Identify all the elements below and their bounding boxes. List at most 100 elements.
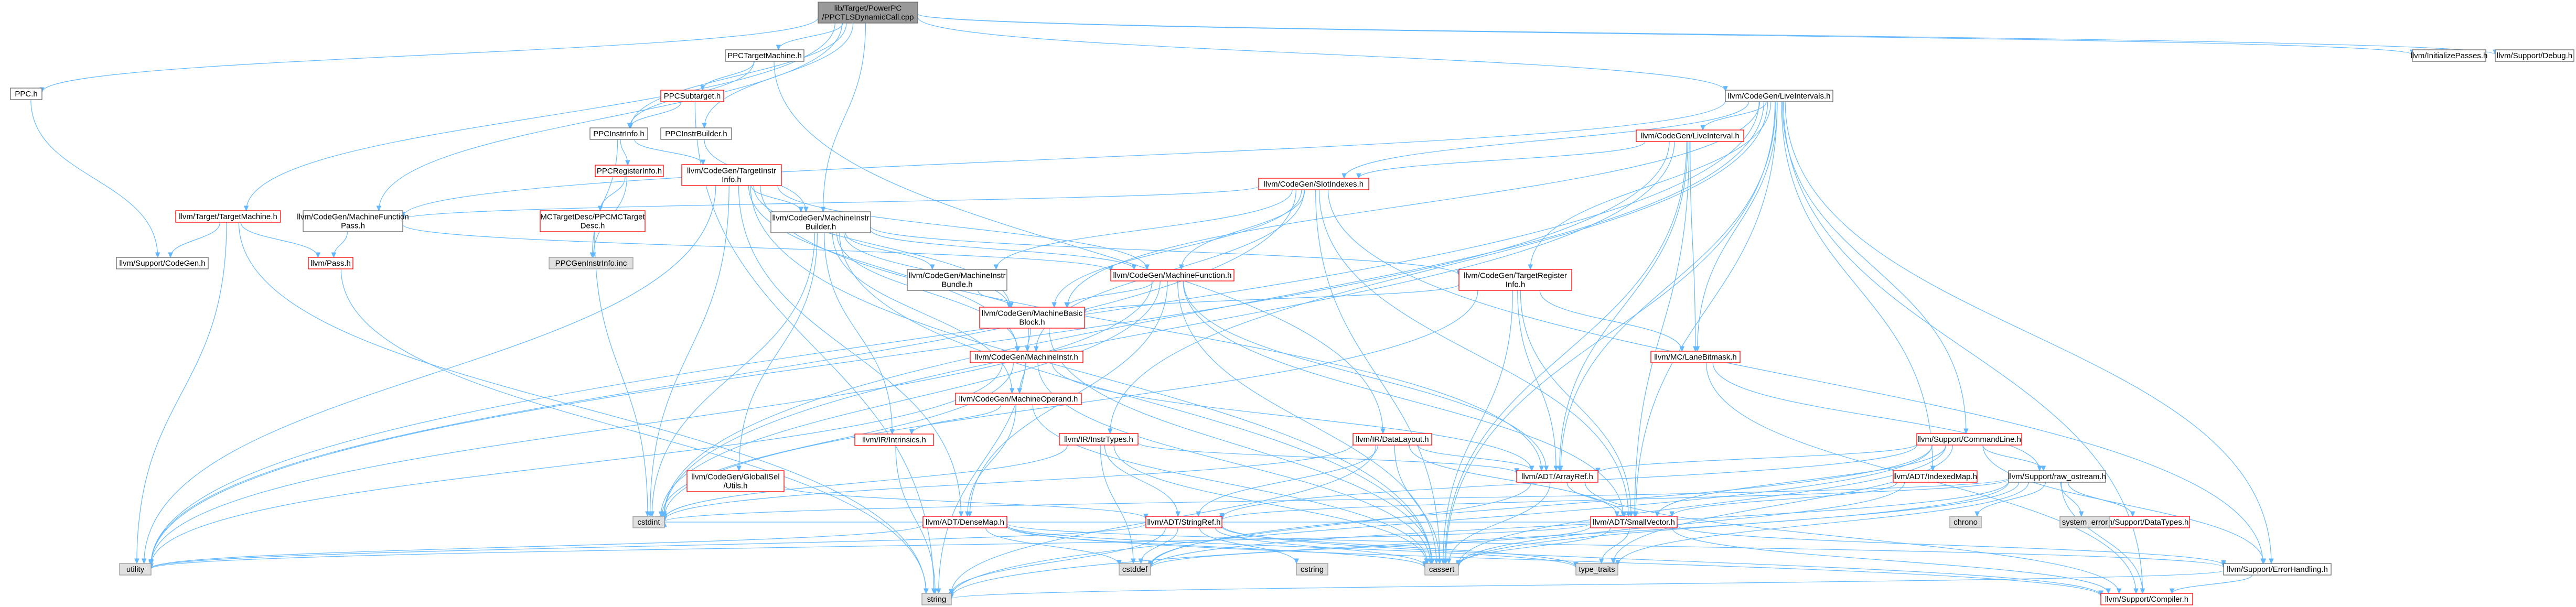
dependency-nodes: lib/Target/PowerPC/PPCTLSDynamicCall.cpp…: [10, 2, 2574, 605]
node-datatypes[interactable]: llvm/Support/DataTypes.h: [2097, 516, 2190, 528]
edge-arrowhead-liveintervals-to-commandline: [1963, 428, 1969, 435]
edge-liveintervals-to-mfpass: [402, 100, 1726, 217]
edge-targetinstrinfo-to-minstr: [748, 185, 1018, 352]
node-densemap[interactable]: llvm/ADT/DenseMap.h: [922, 516, 1007, 528]
node-instrtypes[interactable]: llvm/IR/InstrTypes.h: [1059, 433, 1139, 446]
node-ppcinstrinfo[interactable]: PPCInstrInfo.h: [589, 127, 648, 140]
edge-raw_ostream-to-type_traits: [1617, 482, 2029, 565]
node-commandline[interactable]: llvm/Support/CommandLine.h: [1916, 433, 2022, 446]
node-label: Info.h: [722, 176, 742, 185]
node-minstr[interactable]: llvm/CodeGen/MachineInstr.h: [970, 351, 1083, 363]
node-ppctargetmachine[interactable]: PPCTargetMachine.h: [725, 49, 804, 62]
edge-arrowhead-ppc_h-to-codegen_h: [155, 252, 160, 258]
edge-datalayout-to-cstdint: [664, 443, 1354, 521]
node-raw_ostream[interactable]: llvm/Support/raw_ostream.h: [2008, 470, 2106, 483]
edge-liveinterval-to-smallvector: [1634, 141, 1690, 517]
edge-liveintervals-to-lanebitmask: [1697, 101, 1778, 352]
node-arrayref[interactable]: llvm/ADT/ArrayRef.h: [1516, 470, 1598, 483]
edge-liveinterval-to-arrayref: [1559, 141, 1688, 471]
edge-arrowhead-targetinstrinfo-to-utility: [141, 558, 147, 565]
edge-arrowhead-mbb-to-string: [936, 588, 941, 594]
edge-arrowhead-mibuilder-to-mibundle: [929, 264, 935, 270]
edge-arrowhead-ppcinstrinfo-to-targetinstrinfo: [700, 159, 706, 166]
edge-mfunction-to-utility: [151, 280, 1153, 565]
edge-commandline-to-smallvector: [1657, 445, 1947, 517]
edge-arrowhead-liveintervals-to-smallvector: [1633, 511, 1639, 517]
node-debug_h[interactable]: llvm/Support/Debug.h: [2495, 49, 2574, 62]
node-label: PPCInstrBuilder.h: [665, 129, 727, 138]
node-label: llvm/CodeGen/TargetInstr: [687, 167, 776, 176]
edge-slotindexes-to-smallvector: [1318, 189, 1629, 517]
node-moperand[interactable]: llvm/CodeGen/MachineOperand.h: [955, 393, 1082, 405]
node-indexedmap[interactable]: llvm/ADT/IndexedMap.h: [1893, 470, 1978, 483]
node-pass_h[interactable]: llvm/Pass.h: [308, 257, 353, 269]
node-label: llvm/ADT/DenseMap.h: [926, 518, 1004, 527]
edge-root-to-liveintervals: [917, 17, 1726, 91]
edge-arrowhead-mibuilder-to-globalisel: [736, 465, 742, 472]
node-liveinterval[interactable]: llvm/CodeGen/LiveInterval.h: [1636, 129, 1744, 142]
node-compiler[interactable]: llvm/Support/Compiler.h: [2100, 593, 2193, 605]
node-label: llvm/CodeGen/MachineInstr.h: [975, 353, 1078, 362]
edge-targetinstrinfo-to-cassert: [750, 185, 1432, 564]
node-label: llvm/CodeGen/SlotIndexes.h: [1264, 180, 1364, 189]
node-label: Pass.h: [341, 222, 365, 231]
edge-targetmachine-to-pass_h: [240, 222, 318, 258]
node-label: llvm/ADT/StringRef.h: [1147, 518, 1220, 527]
edge-arrowhead-liveintervals-to-cstdint: [661, 511, 667, 517]
edge-minstr-to-cstdint: [661, 362, 1014, 517]
node-initializepasses[interactable]: llvm/InitializePasses.h: [2411, 49, 2488, 62]
node-utility: utility: [119, 563, 152, 576]
node-ppcinstrbuilder[interactable]: PPCInstrBuilder.h: [660, 127, 732, 140]
edge-densemap-to-type_traits: [1006, 525, 1576, 568]
node-slotindexes[interactable]: llvm/CodeGen/SlotIndexes.h: [1258, 178, 1369, 190]
node-ppcreginfo[interactable]: PPCRegisterInfo.h: [595, 165, 664, 177]
node-ppc_h[interactable]: PPC.h: [10, 88, 42, 100]
node-root[interactable]: lib/Target/PowerPC/PPCTLSDynamicCall.cpp: [818, 2, 918, 24]
edge-arrowhead-instrtypes-to-cassert: [1424, 558, 1429, 565]
edge-indexedmap-to-smallvector: [1671, 482, 1897, 517]
edge-liveintervals-to-slotindexes: [1344, 101, 1749, 179]
node-codegen_h[interactable]: llvm/Support/CodeGen.h: [116, 257, 209, 269]
edge-mbb-to-cassert: [1048, 328, 1433, 564]
node-label: llvm/IR/Intrinsics.h: [862, 436, 926, 445]
node-targetmachine[interactable]: llvm/Target/TargetMachine.h: [175, 210, 281, 223]
node-label: utility: [126, 565, 145, 574]
node-label: llvm/Support/raw_ostream.h: [2008, 472, 2106, 481]
node-stringref[interactable]: llvm/ADT/StringRef.h: [1145, 516, 1222, 528]
edge-commandline-to-string: [951, 445, 1933, 597]
node-box-mfunction: [1110, 269, 1235, 281]
node-datalayout[interactable]: llvm/IR/DataLayout.h: [1353, 433, 1432, 446]
edge-commandline-to-errorhandling: [1982, 445, 2264, 564]
node-ppcsubtarget[interactable]: PPCSubtarget.h: [660, 90, 724, 102]
node-type_traits: type_traits: [1575, 563, 1618, 576]
node-label: PPCSubtarget.h: [664, 92, 721, 101]
node-errorhandling[interactable]: llvm/Support/ErrorHandling.h: [2223, 563, 2332, 576]
node-label: llvm/IR/InstrTypes.h: [1064, 435, 1133, 444]
node-string: string: [921, 593, 952, 605]
edge-arrayref-to-compiler: [1584, 482, 2120, 594]
node-smallvector[interactable]: llvm/ADT/SmallVector.h: [1590, 516, 1678, 528]
edge-arrowhead-stringref-to-string: [949, 589, 954, 595]
node-liveintervals[interactable]: llvm/CodeGen/LiveIntervals.h: [1725, 90, 1833, 102]
edge-liveinterval-to-lanebitmask: [1690, 141, 1696, 352]
node-box-ppcinstrbuilder: [660, 127, 732, 140]
node-globalisel[interactable]: llvm/CodeGen/GlobalISel/Utils.h: [686, 470, 785, 492]
node-box-minstr: [970, 351, 1083, 363]
edge-raw_ostream-to-stringref: [1221, 479, 2009, 521]
node-label: Block.h: [1019, 318, 1045, 327]
node-mfunction[interactable]: llvm/CodeGen/MachineFunction.h: [1110, 269, 1235, 281]
edge-mibuilder-to-minstr: [836, 232, 1018, 352]
node-intrinsics[interactable]: llvm/IR/Intrinsics.h: [854, 433, 934, 446]
node-label: Bundle.h: [941, 280, 972, 289]
node-lanebitmask[interactable]: llvm/MC/LaneBitmask.h: [1650, 351, 1741, 363]
edge-commandline-to-cstddef: [1150, 445, 1933, 567]
node-box-arrayref: [1516, 470, 1598, 483]
node-box-compiler: [2100, 593, 2193, 605]
